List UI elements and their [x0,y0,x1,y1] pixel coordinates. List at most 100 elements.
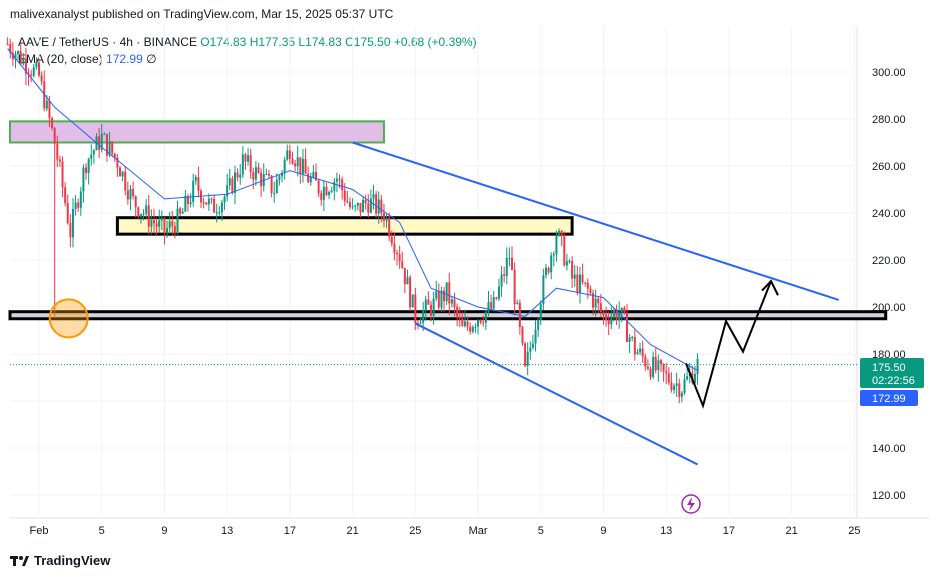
candle-body [320,193,323,200]
candle-body [205,202,208,205]
candle-body [328,191,331,196]
candle-body [531,343,534,348]
candle-body [236,172,239,178]
y-tick-label: 260.00 [872,161,906,173]
candle-body [369,198,372,213]
candle-body [495,297,498,299]
candle-body [40,75,43,82]
ema-value: 172.99 [106,52,143,66]
projection-path[interactable] [685,280,772,409]
candle-body [304,159,307,174]
candle-body [247,155,250,162]
symbol-label[interactable]: AAVE / TetherUS · 4h · BINANCE [18,35,197,49]
channel-upper-line[interactable] [352,141,839,301]
candle-body [119,167,122,177]
candle-body [132,188,135,197]
candle-body [401,261,404,268]
candle-body [103,133,106,135]
candle-body [477,320,480,327]
candle-body [48,100,51,119]
candle-body [294,163,297,167]
candle-body [626,313,628,342]
change-value: +0.68 (+0.39%) [393,35,477,49]
candle-body [220,202,223,213]
candle-body [210,198,213,200]
candle-body [218,212,221,214]
candle-body [71,209,74,238]
candle-body [422,310,425,323]
candle-body [607,320,610,325]
candle-body [111,141,114,154]
x-tick-label: 9 [161,525,167,537]
candle-body [367,203,370,213]
open-value: O174.83 [200,35,247,49]
candle-body [341,179,344,191]
candle-body [359,203,362,213]
candle-body [30,74,33,76]
candle-body [469,326,472,332]
candle-body [74,202,77,210]
candle-body [516,302,519,304]
candle-body [670,382,673,391]
candle-body [529,347,532,352]
candle-body [194,177,197,181]
candle-body [202,202,205,204]
candle-body [184,195,187,212]
candle-body [192,180,195,203]
candle-body [53,127,56,144]
tradingview-footer[interactable]: TradingView [10,553,110,568]
candle-body [665,371,668,374]
x-tick-label: 13 [660,525,672,537]
candle-body [275,179,278,194]
candle-body [58,159,61,162]
candle-body [680,392,683,397]
wick-highlight-circle [48,298,89,339]
candle-body [636,352,639,355]
candle-body [51,118,54,128]
x-tick-label: 9 [600,525,606,537]
candle-body [513,270,516,304]
candle-body [252,172,255,180]
candle-body [396,252,399,255]
low-value: L174.83 [298,35,342,49]
candle-body [265,173,268,175]
candle-body [207,198,210,205]
candle-body [158,220,161,227]
candle-body [393,243,396,253]
candle-body [291,158,294,164]
candle-body [589,288,592,294]
candle-body [197,177,200,191]
candle-body [257,167,260,173]
ema-price-badge [860,390,918,406]
candle-body [61,161,64,188]
candle-body [113,153,116,158]
candle-body [646,366,649,369]
candle-body [163,217,166,234]
candle-body [594,298,597,308]
candle-body [134,196,137,208]
candle-body [461,318,464,327]
candle-body [521,326,524,344]
candle-body [597,298,600,304]
candle-body [343,190,346,202]
candle-body [524,343,527,366]
candle-body [602,311,605,315]
candle-body [348,202,351,208]
candle-body [578,274,581,293]
candle-body [490,302,493,309]
close-value: C175.50 [345,35,391,49]
candle-body [662,363,665,372]
candle-body [471,327,474,332]
candle-body [82,167,85,192]
channel-lower-line[interactable] [414,322,699,466]
candle-body [586,282,589,289]
candle-body [416,322,419,324]
zone-235 [115,216,574,236]
candle-body [534,329,537,344]
candle-body [273,193,276,195]
candle-body [448,282,451,304]
y-tick-label: 220.00 [872,255,906,267]
candle-body [309,177,312,183]
candle-body [398,254,401,262]
